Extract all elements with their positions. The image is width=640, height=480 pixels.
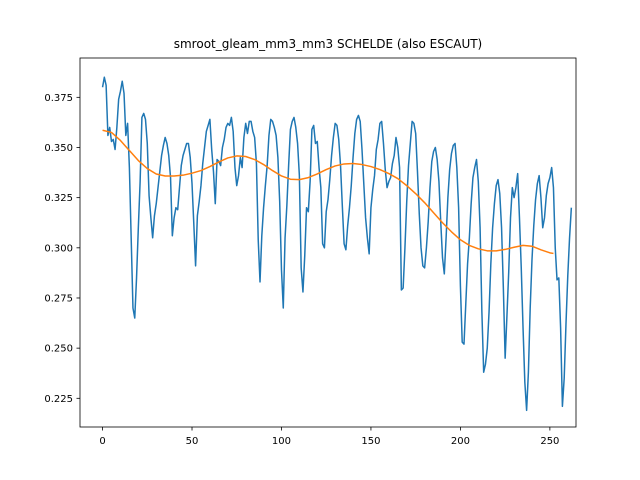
y-tick-label: 0.275 <box>44 293 73 304</box>
plot-area: 0 50 100 150 200 250 0.225 0.250 0.275 0.300 0.325… <box>44 57 577 447</box>
x-tick-label: 250 <box>540 436 559 447</box>
series-line-2 <box>102 129 554 255</box>
y-tick-label: 0.300 <box>44 243 73 254</box>
y-tick-label: 0.350 <box>44 143 73 154</box>
y-tick-label: 0.250 <box>44 344 73 355</box>
x-tick-label: 50 <box>186 436 199 447</box>
chart-title: smroot_gleam_mm3_mm3 SCHELDE (also ESCAU… <box>174 37 483 51</box>
x-tick-label: 100 <box>272 436 291 447</box>
series-line-1 <box>101 76 573 412</box>
x-tick-label: 0 <box>99 436 105 447</box>
axes-frame <box>79 57 577 428</box>
y-tick-label: 0.375 <box>44 93 73 104</box>
x-tick-label: 200 <box>451 436 470 447</box>
y-tick-label: 0.325 <box>44 193 73 204</box>
y-tick-label: 0.225 <box>44 394 73 405</box>
x-tick-label: 150 <box>361 436 380 447</box>
